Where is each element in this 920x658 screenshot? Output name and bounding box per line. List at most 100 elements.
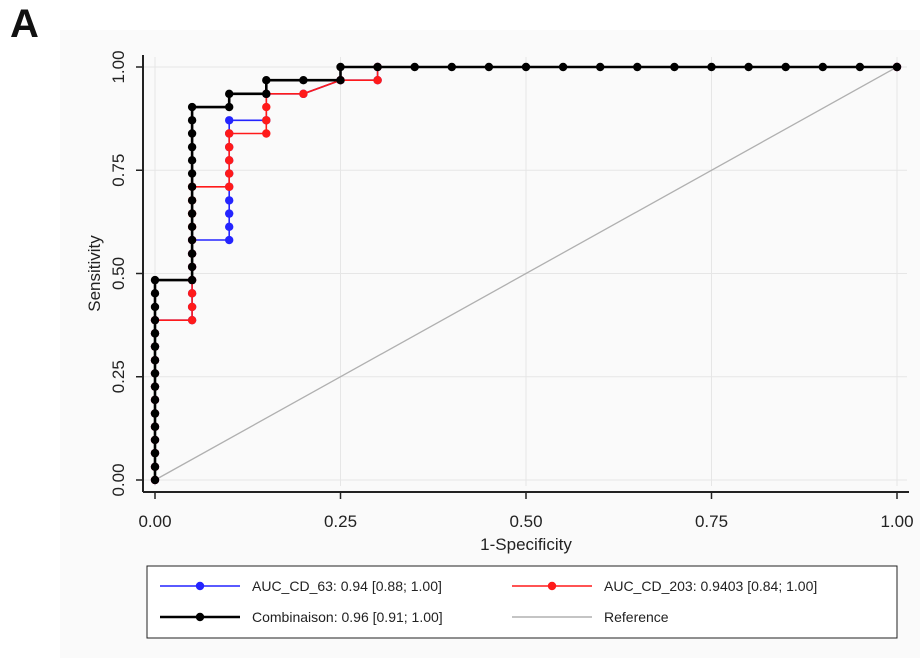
data-point-combinaison (150, 302, 160, 312)
data-point-auc_cd_203 (262, 116, 271, 125)
data-point-auc_cd_203 (225, 142, 234, 152)
axes: 0.00 0.25 0.50 0.75 1.00 0.00 0.25 0.50 0.75 1.00 (109, 50, 914, 531)
series-combinaison (150, 62, 902, 485)
data-point-combinaison (262, 89, 271, 99)
data-point-combinaison (150, 275, 160, 285)
y-tick-label: 1.00 (109, 50, 128, 83)
data-point-combinaison (336, 62, 345, 72)
data-point-auc_cd_203 (225, 156, 234, 165)
data-point-combinaison (558, 62, 568, 72)
data-point-auc_cd_203 (262, 129, 271, 138)
data-point-combinaison (150, 435, 160, 445)
data-point-auc_cd_63 (225, 209, 234, 218)
legend-label: AUC_CD_203: 0.9403 [0.84; 1.00] (604, 578, 817, 594)
data-point-auc_cd_203 (225, 182, 234, 191)
data-point-auc_cd_63 (225, 116, 234, 125)
legend-item-combinaison: Combinaison: 0.96 [0.91; 1.00] (160, 609, 443, 625)
data-point-combinaison (299, 76, 308, 85)
data-point-auc_cd_63 (225, 235, 234, 245)
data-point-combinaison (187, 116, 197, 125)
data-point-auc_cd_203 (187, 302, 197, 312)
data-point-combinaison (373, 62, 382, 72)
data-point-combinaison (187, 209, 197, 218)
data-point-combinaison (187, 196, 197, 205)
data-point-combinaison (521, 62, 531, 72)
legend-item-auc_cd_203: AUC_CD_203: 0.9403 [0.84; 1.00] (512, 578, 817, 594)
data-point-combinaison (187, 275, 197, 285)
x-tick-label: 0.75 (695, 512, 728, 531)
data-point-combinaison (150, 329, 160, 338)
data-point-auc_cd_203 (373, 76, 382, 85)
data-point-combinaison (818, 62, 827, 72)
data-point-combinaison (187, 142, 197, 152)
y-tick-label: 0.00 (109, 463, 128, 496)
x-tick-label: 0.25 (324, 512, 357, 531)
data-point-combinaison (150, 382, 160, 391)
data-point-combinaison (187, 262, 197, 272)
data-point-combinaison (670, 62, 679, 72)
data-point-combinaison (410, 62, 419, 72)
series-line-reference (154, 66, 898, 481)
data-point-combinaison (150, 448, 160, 458)
legend-item-reference: Reference (512, 609, 669, 625)
y-axis-title: Sensitivity (85, 235, 104, 312)
data-point-combinaison (150, 422, 160, 431)
data-point-combinaison (150, 395, 160, 405)
legend-box (146, 565, 898, 639)
data-point-combinaison (150, 409, 160, 418)
data-point-combinaison (484, 62, 494, 72)
data-point-combinaison (225, 102, 234, 112)
data-point-auc_cd_203 (262, 102, 271, 112)
x-tick-label: 1.00 (880, 512, 913, 531)
x-axis-title: 1-Specificity (480, 535, 572, 554)
data-point-combinaison (187, 182, 197, 191)
legend-label: Reference (604, 609, 669, 625)
data-point-combinaison (150, 289, 160, 298)
data-point-combinaison (150, 475, 160, 485)
data-point-combinaison (150, 369, 160, 378)
legend-label: AUC_CD_63: 0.94 [0.88; 1.00] (252, 578, 442, 594)
series-line-combinaison (153, 65, 897, 480)
data-point-auc_cd_203 (187, 315, 197, 325)
data-point-combinaison (187, 129, 197, 138)
data-point-auc_cd_63 (225, 196, 234, 205)
data-point-combinaison (336, 76, 345, 85)
data-point-combinaison (447, 62, 456, 72)
data-point-auc_cd_203 (225, 129, 234, 138)
chart-background (60, 30, 920, 658)
panel-letter: A (10, 2, 39, 46)
y-tick-label: 0.75 (109, 154, 128, 187)
data-point-auc_cd_63 (225, 222, 234, 232)
legend-label: Combinaison: 0.96 [0.91; 1.00] (252, 609, 443, 625)
data-point-combinaison (707, 62, 716, 72)
y-tick-label: 0.25 (109, 360, 128, 393)
data-point-combinaison (187, 222, 197, 232)
data-point-combinaison (187, 169, 197, 178)
data-point-combinaison (150, 315, 160, 325)
data-point-auc_cd_203 (299, 89, 308, 99)
data-point-combinaison (150, 356, 160, 365)
data-point-combinaison (187, 235, 197, 245)
data-point-combinaison (633, 62, 642, 72)
data-point-combinaison (744, 62, 753, 72)
legend-swatch-marker (547, 581, 557, 591)
data-point-combinaison (855, 62, 865, 72)
data-point-combinaison (150, 462, 160, 471)
data-point-combinaison (150, 342, 160, 351)
data-point-combinaison (187, 156, 197, 165)
data-point-auc_cd_203 (187, 289, 197, 298)
data-point-combinaison (596, 62, 605, 72)
series-layer (150, 62, 902, 485)
legend-swatch-marker (195, 612, 205, 622)
data-point-combinaison (187, 249, 197, 258)
data-point-auc_cd_203 (225, 169, 234, 178)
data-point-combinaison (781, 62, 790, 72)
data-point-combinaison (262, 76, 271, 85)
y-tick-label: 0.50 (109, 257, 128, 290)
legend-swatch-marker (195, 581, 205, 591)
x-tick-label: 0.00 (138, 512, 171, 531)
series-reference (154, 66, 898, 481)
legend-item-auc_cd_63: AUC_CD_63: 0.94 [0.88; 1.00] (160, 578, 442, 594)
data-point-combinaison (225, 89, 234, 99)
